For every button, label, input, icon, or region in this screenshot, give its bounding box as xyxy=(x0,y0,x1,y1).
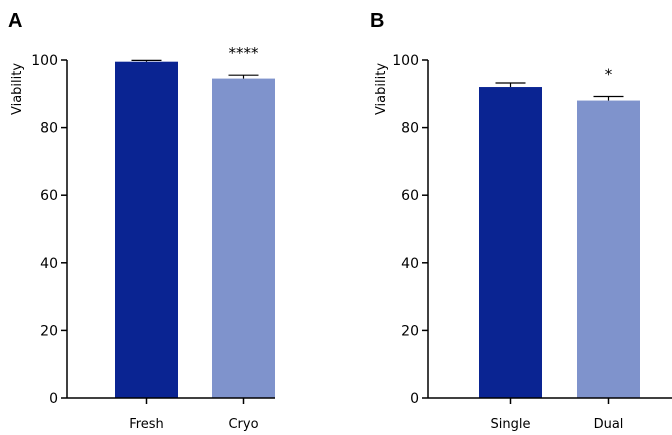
significance-label: **** xyxy=(229,44,260,62)
y-tick-label-80: 80 xyxy=(40,121,58,137)
significance-label: * xyxy=(605,66,613,84)
y-tick-label-100: 100 xyxy=(392,53,419,69)
chart-panel-b: B Viability * 0 20 40 60 80 100 Single Dual xyxy=(370,10,672,432)
y-tick-label-60: 60 xyxy=(401,188,419,204)
y-tick-label-80: 80 xyxy=(401,121,419,137)
y-axis-title: Viability xyxy=(374,63,389,115)
y-tick-label-0: 0 xyxy=(410,391,419,407)
y-tick-label-100: 100 xyxy=(31,53,58,69)
y-tick-label-20: 20 xyxy=(40,323,58,339)
y-tick-label-20: 20 xyxy=(401,323,419,339)
y-tick-label-0: 0 xyxy=(49,391,58,407)
y-tick-label-40: 40 xyxy=(401,256,419,272)
bar-dual xyxy=(577,100,640,398)
x-tick-label-dual: Dual xyxy=(594,417,624,432)
bar-single xyxy=(479,87,542,398)
y-tick-label-60: 60 xyxy=(40,188,58,204)
panel-label: A xyxy=(8,10,22,32)
y-axis-title: Viability xyxy=(10,63,25,115)
x-tick-label-fresh: Fresh xyxy=(129,417,164,432)
x-tick-label-single: Single xyxy=(491,417,531,432)
chart-panel-a: A Viability **** 0 20 40 60 80 100 Fresh Cryo xyxy=(8,10,275,432)
panel-label: B xyxy=(370,10,384,32)
bar-cryo xyxy=(212,78,275,398)
x-tick-label-cryo: Cryo xyxy=(228,417,258,432)
bar-fresh xyxy=(115,61,178,398)
y-tick-label-40: 40 xyxy=(40,256,58,272)
